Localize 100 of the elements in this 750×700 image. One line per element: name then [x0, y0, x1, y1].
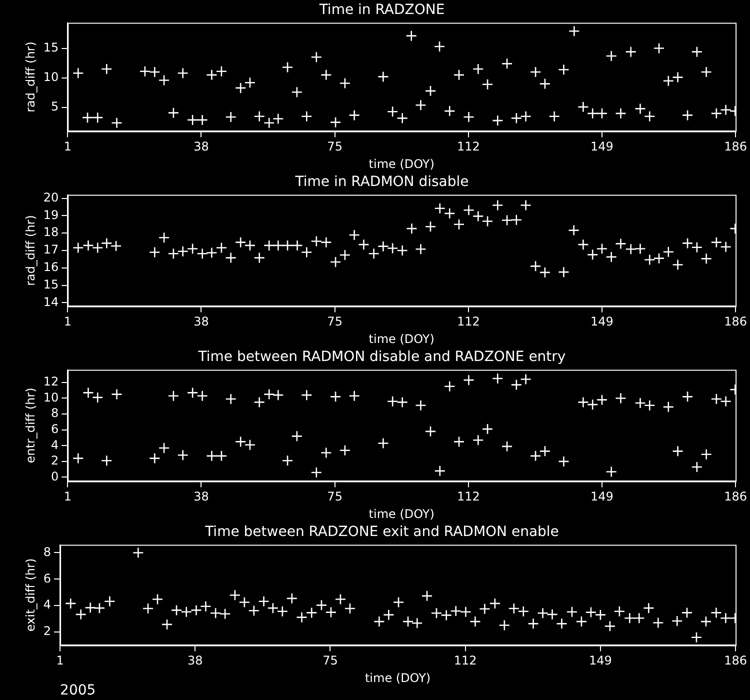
- point: [472, 434, 484, 446]
- point: [415, 400, 426, 412]
- chart-title: Time between RADMON disable and RADZONE entry: [197, 349, 566, 366]
- y-tick-label: 19: [43, 208, 59, 222]
- point: [216, 450, 228, 462]
- y-tick-label: 4: [51, 438, 59, 452]
- y-tick-label: 6: [43, 571, 52, 586]
- x-tick-label: 38: [194, 314, 209, 329]
- y-tick-label: 5: [51, 100, 59, 114]
- point: [501, 440, 513, 452]
- point: [82, 387, 94, 398]
- y-axis-title: exit_diff (hr): [23, 558, 38, 632]
- point: [234, 436, 246, 448]
- y-tick-label: 15: [43, 40, 59, 54]
- point: [453, 436, 465, 448]
- x-tick-label: 38: [187, 654, 203, 668]
- x-axis-title: time (DOY): [364, 670, 431, 685]
- x-tick-label: 112: [456, 490, 480, 504]
- x-axis-title: time (DOY): [368, 156, 434, 171]
- point: [682, 391, 694, 402]
- y-tick-label: 17: [43, 242, 59, 257]
- point: [530, 450, 542, 462]
- point: [424, 426, 436, 438]
- y-axis-title: rad_diff (hr): [23, 42, 38, 112]
- x-tick-label: 149: [590, 490, 614, 504]
- x-tick-label: 149: [590, 314, 614, 329]
- x-tick-label: 186: [724, 490, 747, 504]
- point: [396, 396, 408, 408]
- point: [72, 452, 84, 464]
- x-tick-label: 75: [327, 490, 342, 504]
- y-tick-label: 14: [43, 294, 59, 309]
- point: [662, 401, 674, 413]
- x-tick-label: 38: [194, 490, 209, 504]
- y-tick-label: 16: [43, 260, 59, 274]
- x-tick-label: 38: [194, 140, 209, 154]
- y-tick-label: 12: [43, 374, 59, 389]
- y-tick-label: 8: [43, 544, 52, 559]
- x-tick-label: 112: [456, 140, 480, 154]
- point: [291, 430, 303, 442]
- x-tick-label: 75: [322, 654, 338, 668]
- point: [111, 388, 122, 400]
- point: [720, 396, 732, 408]
- point: [263, 388, 275, 400]
- x-tick-label: 149: [590, 140, 614, 154]
- point: [282, 455, 294, 466]
- point: [586, 398, 598, 410]
- y-tick-label: 2: [43, 624, 52, 638]
- x-tick-label: 1: [64, 314, 72, 329]
- x-tick-label: 75: [327, 314, 342, 329]
- point: [434, 465, 446, 477]
- point: [301, 389, 312, 401]
- text: 2005: [60, 682, 96, 699]
- point: [348, 390, 360, 402]
- point: [244, 439, 256, 451]
- y-axis-title: entr_diff (hr): [23, 388, 38, 464]
- x-tick-label: 75: [327, 140, 342, 154]
- point: [482, 423, 494, 435]
- point: [691, 461, 703, 473]
- point: [92, 392, 104, 404]
- y-tick-label: 18: [43, 225, 59, 240]
- x-tick-label: 186: [724, 654, 747, 668]
- x-tick-label: 1: [64, 490, 72, 504]
- x-tick-label: 149: [588, 654, 612, 668]
- point: [444, 380, 456, 392]
- y-tick-label: 6: [51, 422, 59, 436]
- point: [386, 396, 398, 408]
- y-tick-label: 2: [51, 454, 59, 468]
- y-tick-label: 8: [51, 406, 59, 420]
- point: [578, 396, 589, 408]
- x-tick-label: 186: [724, 314, 747, 329]
- x-axis-title: time (DOY): [368, 506, 434, 521]
- x-tick-label: 112: [454, 654, 477, 668]
- point: [272, 389, 284, 401]
- point: [254, 396, 266, 408]
- x-tick-label: 186: [724, 140, 747, 154]
- point: [520, 374, 532, 385]
- point: [101, 455, 112, 466]
- point: [596, 394, 608, 406]
- y-tick-label: 10: [43, 70, 59, 84]
- x-tick-label: 1: [64, 140, 72, 154]
- point: [320, 447, 332, 458]
- point: [492, 372, 504, 384]
- y-tick-label: 4: [43, 598, 52, 612]
- point: [606, 466, 618, 478]
- point: [615, 392, 626, 404]
- point: [168, 390, 180, 402]
- point: [463, 374, 474, 386]
- y-tick-label: 20: [43, 190, 59, 204]
- y-axis-title: rad_diff (hr): [23, 215, 38, 286]
- point: [206, 450, 218, 462]
- point: [149, 452, 160, 464]
- x-axis-title: time (DOY): [368, 332, 434, 346]
- point: [672, 446, 684, 457]
- chart-title: Time between RADZONE exit and RADMON enable: [204, 524, 559, 540]
- point: [339, 444, 351, 456]
- point: [634, 397, 646, 409]
- point: [710, 393, 722, 405]
- point: [186, 387, 198, 398]
- x-tick-label: 1: [56, 654, 64, 668]
- point: [378, 438, 389, 449]
